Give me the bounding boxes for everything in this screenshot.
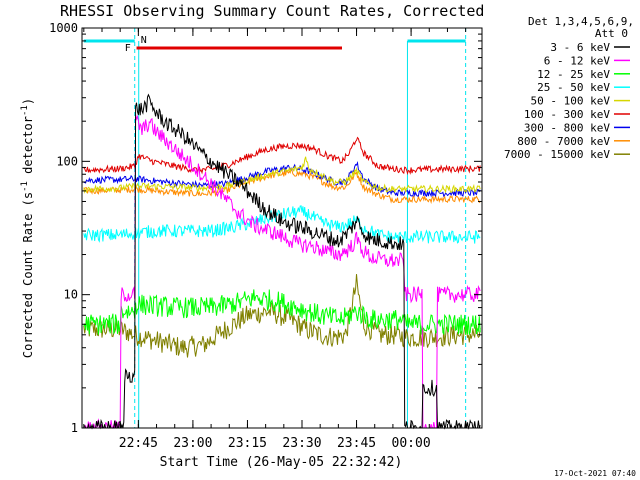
x-tick-label: 23:15: [228, 436, 267, 451]
legend-label: 25 - 50 keV: [537, 81, 610, 94]
legend-label: 300 - 800 keV: [524, 121, 610, 134]
legend-label: 3 - 6 keV: [550, 41, 610, 54]
series-line-7: [83, 168, 481, 205]
legend-label: 7000 - 15000 keV: [504, 148, 610, 161]
y-tick-label: 1000: [49, 21, 78, 35]
timestamp: 17-Oct-2021 07:40: [554, 469, 636, 478]
plot-border: [81, 27, 483, 429]
y-axis-ticks: 1 10 100 1000: [49, 21, 482, 435]
series-group: [83, 93, 481, 430]
y-axis-label-main: Corrected Count Rate (s: [21, 192, 35, 358]
series-line-3: [83, 205, 481, 244]
y-axis-label-exp1: -1: [20, 181, 30, 192]
x-tick-label: 23:30: [282, 436, 321, 451]
series-line-5: [83, 136, 481, 176]
series-line-2: [83, 289, 481, 336]
y-tick-label: 10: [64, 288, 78, 302]
y-tick-label: 1: [71, 421, 78, 435]
legend-label: 12 - 25 keV: [537, 68, 610, 81]
legend-header-line1: Det 1,3,4,5,6,9,: [528, 15, 634, 28]
series-line-4: [83, 156, 481, 194]
legend-label: 800 - 7000 keV: [517, 135, 610, 148]
y-axis-label: Corrected Count Rate (s-1 detector-1): [20, 98, 35, 358]
x-tick-label: 23:45: [337, 436, 376, 451]
y-tick-label: 100: [56, 154, 78, 168]
legend-label: 6 - 12 keV: [544, 54, 611, 67]
y-axis-label-exp2: -1: [20, 105, 30, 116]
y-axis-label-mid: detector: [21, 116, 35, 181]
flare-label: F: [125, 43, 131, 54]
x-tick-label: 00:00: [392, 436, 431, 451]
legend-label: 50 - 100 keV: [531, 95, 611, 108]
x-tick-label: 23:00: [173, 436, 212, 451]
night-label: N: [141, 35, 147, 46]
series-line-8: [83, 274, 481, 358]
legend-label: 100 - 300 keV: [524, 108, 610, 121]
plot-frame: [81, 27, 483, 429]
x-axis-label: Start Time (26-May-05 22:32:42): [160, 455, 403, 470]
x-tick-label: 22:45: [119, 436, 158, 451]
legend-header-line2: Att 0: [595, 27, 628, 40]
series-line-1: [83, 114, 481, 430]
series-line-0: [83, 93, 481, 430]
y-axis-label-close: ): [21, 98, 35, 105]
chart-title: RHESSI Observing Summary Count Rates, Co…: [60, 2, 484, 20]
x-axis-ticks: 22:45 23:00 23:15 23:30 23:45 00:00: [83, 28, 467, 451]
